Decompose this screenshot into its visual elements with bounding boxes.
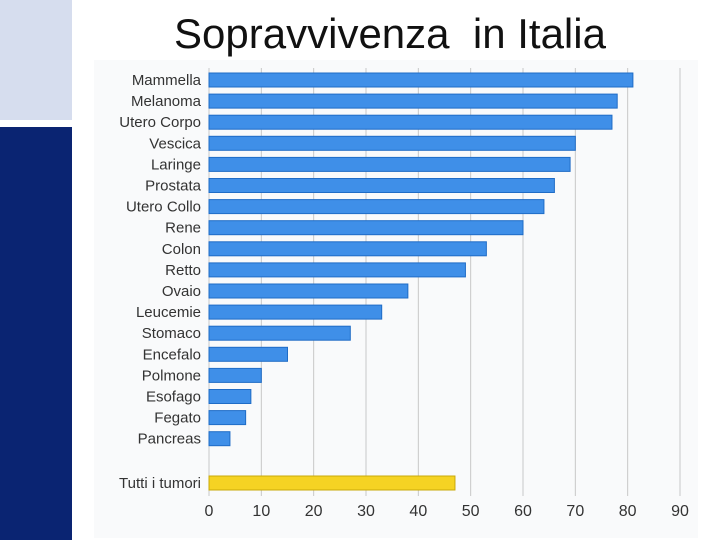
category-label: Vescica xyxy=(149,135,201,152)
summary-label: Tutti i tumori xyxy=(119,475,201,492)
x-tick-label: 70 xyxy=(566,503,584,520)
category-label: Encefalo xyxy=(143,346,201,363)
bar xyxy=(208,367,262,383)
bar xyxy=(208,389,252,404)
category-label: Utero Collo xyxy=(126,199,201,216)
bar xyxy=(208,220,524,236)
category-label: Ovaio xyxy=(162,283,201,300)
category-label: Mammella xyxy=(132,72,202,89)
survival-bar-chart: Mammella Melanoma Utero Corpo Vescica Laring… xyxy=(94,60,698,538)
category-label: Laringe xyxy=(151,156,201,173)
bar xyxy=(208,262,466,278)
x-tick-label: 10 xyxy=(252,503,270,520)
x-tick-label: 80 xyxy=(619,503,637,520)
category-label: Fegato xyxy=(154,410,201,427)
x-tick-label: 50 xyxy=(462,503,480,520)
category-label: Esofago xyxy=(146,389,201,406)
decorative-divider xyxy=(0,121,72,123)
x-tick-label: 0 xyxy=(205,503,214,520)
bar xyxy=(208,241,487,257)
category-label: Rene xyxy=(165,220,201,237)
category-label: Retto xyxy=(165,262,201,279)
x-tick-label: 60 xyxy=(514,503,532,520)
bar xyxy=(208,431,231,447)
decorative-top-block xyxy=(0,0,72,120)
slide-title: Sopravvivenza in Italia xyxy=(174,10,606,57)
category-label: Prostata xyxy=(145,178,202,195)
category-label: Pancreas xyxy=(138,431,201,448)
bar xyxy=(208,410,247,426)
decorative-side-bar xyxy=(0,127,72,540)
bar xyxy=(208,346,288,362)
summary-bar xyxy=(208,475,456,491)
category-label: Utero Corpo xyxy=(119,114,201,131)
bar xyxy=(208,156,571,172)
category-label: Stomaco xyxy=(142,325,201,342)
bar xyxy=(208,304,383,320)
category-label: Melanoma xyxy=(131,93,202,110)
bar xyxy=(208,93,618,109)
category-label: Leucemie xyxy=(136,304,201,321)
bar xyxy=(208,135,576,151)
bar xyxy=(208,325,351,341)
bar xyxy=(208,283,409,299)
bar xyxy=(208,199,545,215)
x-tick-label: 90 xyxy=(671,503,689,520)
bar xyxy=(208,178,555,193)
category-label: Polmone xyxy=(142,367,201,384)
x-tick-label: 20 xyxy=(305,503,323,520)
chart-svg: Mammella Melanoma Utero Corpo Vescica Laring… xyxy=(119,68,689,520)
x-tick-label: 40 xyxy=(409,503,427,520)
bar xyxy=(208,72,634,88)
bar xyxy=(208,114,613,130)
x-tick-label: 30 xyxy=(357,503,375,520)
category-label: Colon xyxy=(162,241,201,258)
